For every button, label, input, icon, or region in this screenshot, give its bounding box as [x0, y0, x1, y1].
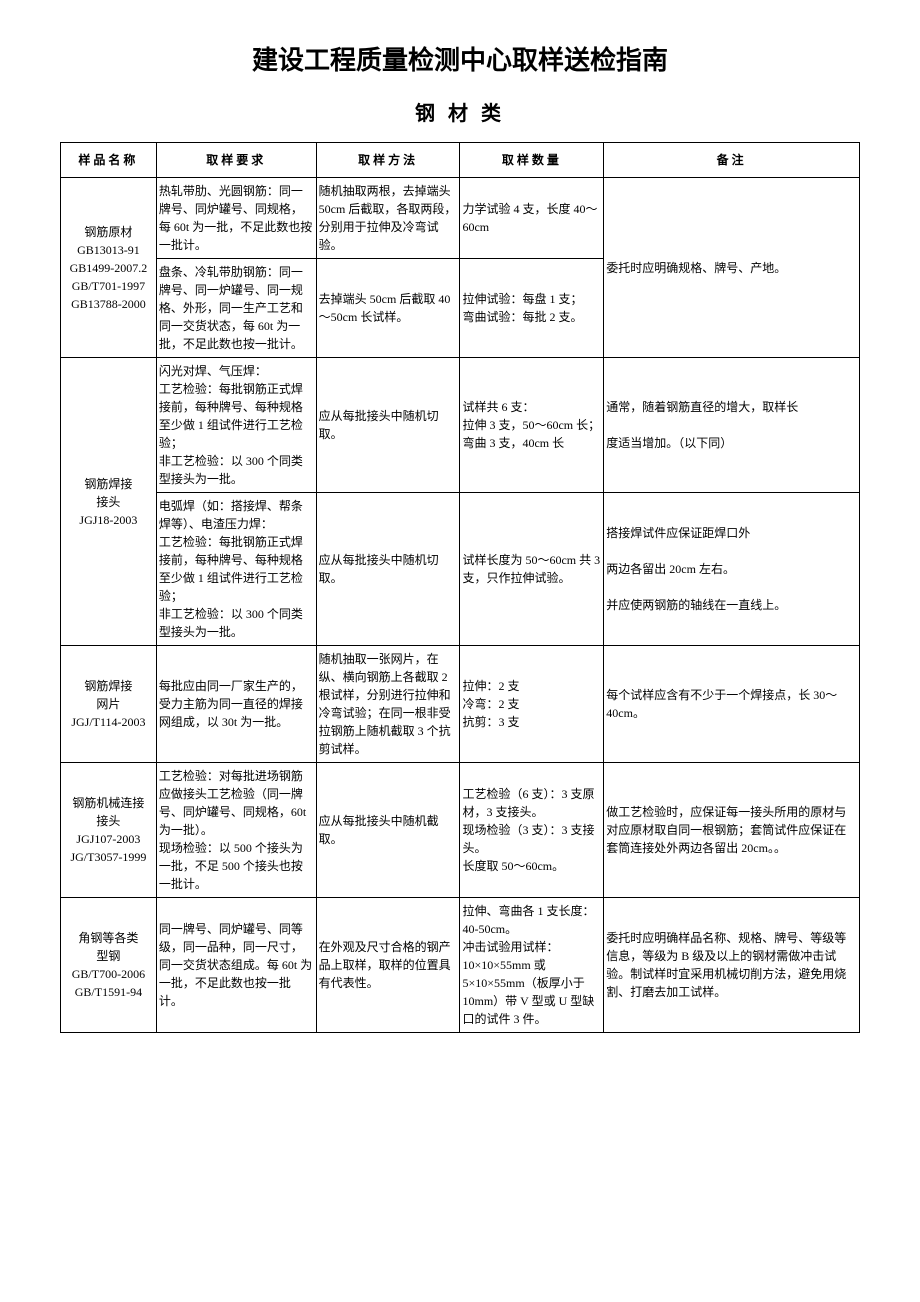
document-subtitle: 钢 材 类	[60, 97, 860, 126]
method-cell: 随机抽取一张网片，在纵、横向钢筋上各截取 2 根试样，分别进行拉伸和冷弯试验；在…	[316, 646, 460, 763]
method-cell: 应从每批接头中随机切取。	[316, 358, 460, 493]
method-cell: 去掉端头 50cm 后截取 40～50cm 长试样。	[316, 259, 460, 358]
table-row: 钢筋机械连接接头JGJ107-2003JG/T3057-1999 工艺检验：对每…	[61, 763, 860, 898]
table-row: 角钢等各类型钢GB/T700-2006GB/T1591-94 同一牌号、同炉罐号…	[61, 898, 860, 1033]
requirement-cell: 每批应由同一厂家生产的，受力主筋为同一直径的焊接网组成，以 30t 为一批。	[156, 646, 316, 763]
quantity-cell: 拉伸试验：每盘 1 支；弯曲试验：每批 2 支。	[460, 259, 604, 358]
table-row: 钢筋焊接接头JGJ18-2003 闪光对焊、气压焊：工艺检验：每批钢筋正式焊接前…	[61, 358, 860, 493]
note-cell: 每个试样应含有不少于一个焊接点，长 30～40cm。	[604, 646, 860, 763]
note-cell: 通常，随着钢筋直径的增大，取样长度适当增加。（以下同）	[604, 358, 860, 493]
table-row: 电弧焊（如：搭接焊、帮条焊等）、电渣压力焊：工艺检验：每批钢筋正式焊接前，每种牌…	[61, 493, 860, 646]
table-row: 钢筋原材GB13013-91GB1499-2007.2GB/T701-1997G…	[61, 178, 860, 259]
header-method: 取样方法	[316, 143, 460, 178]
quantity-cell: 工艺检验（6 支）：3 支原材，3 支接头。现场检验（3 支）：3 支接头。长度…	[460, 763, 604, 898]
header-note: 备注	[604, 143, 860, 178]
document-title: 建设工程质量检测中心取样送检指南	[60, 40, 860, 77]
header-quantity: 取样数量	[460, 143, 604, 178]
sample-name-cell: 钢筋焊接网片JGJ/T114-2003	[61, 646, 157, 763]
requirement-cell: 热轧带肋、光圆钢筋：同一牌号、同炉罐号、同规格，每 60t 为一批，不足此数也按…	[156, 178, 316, 259]
quantity-cell: 拉伸、弯曲各 1 支长度：40-50cm。冲击试验用试样：10×10×55mm …	[460, 898, 604, 1033]
header-sample-name: 样品名称	[61, 143, 157, 178]
quantity-cell: 试样长度为 50～60cm 共 3 支，只作拉伸试验。	[460, 493, 604, 646]
note-cell: 委托时应明确规格、牌号、产地。	[604, 178, 860, 358]
method-cell: 应从每批接头中随机切取。	[316, 493, 460, 646]
note-cell: 做工艺检验时，应保证每一接头所用的原材与对应原材取自同一根钢筋；套筒试件应保证在…	[604, 763, 860, 898]
table-row: 钢筋焊接网片JGJ/T114-2003 每批应由同一厂家生产的，受力主筋为同一直…	[61, 646, 860, 763]
requirement-cell: 同一牌号、同炉罐号、同等级，同一品种，同一尺寸，同一交货状态组成。每 60t 为…	[156, 898, 316, 1033]
method-cell: 随机抽取两根，去掉端头 50cm 后截取，各取两段，分别用于拉伸及冷弯试验。	[316, 178, 460, 259]
requirement-cell: 盘条、冷轧带肋钢筋：同一牌号、同一炉罐号、同一规格、外形，同一生产工艺和同一交货…	[156, 259, 316, 358]
sample-name-cell: 钢筋机械连接接头JGJ107-2003JG/T3057-1999	[61, 763, 157, 898]
note-cell: 搭接焊试件应保证距焊口外两边各留出 20cm 左右。并应使两钢筋的轴线在一直线上…	[604, 493, 860, 646]
quantity-cell: 力学试验 4 支，长度 40～60cm	[460, 178, 604, 259]
header-requirements: 取样要求	[156, 143, 316, 178]
requirement-cell: 电弧焊（如：搭接焊、帮条焊等）、电渣压力焊：工艺检验：每批钢筋正式焊接前，每种牌…	[156, 493, 316, 646]
requirement-cell: 闪光对焊、气压焊：工艺检验：每批钢筋正式焊接前，每种牌号、每种规格至少做 1 组…	[156, 358, 316, 493]
method-cell: 在外观及尺寸合格的钢产品上取样，取样的位置具有代表性。	[316, 898, 460, 1033]
requirement-cell: 工艺检验：对每批进场钢筋应做接头工艺检验（同一牌号、同炉罐号、同规格，60t 为…	[156, 763, 316, 898]
sample-name-cell: 钢筋原材GB13013-91GB1499-2007.2GB/T701-1997G…	[61, 178, 157, 358]
quantity-cell: 试样共 6 支：拉伸 3 支，50～60cm 长；弯曲 3 支，40cm 长	[460, 358, 604, 493]
note-cell: 委托时应明确样品名称、规格、牌号、等级等信息，等级为 B 级及以上的钢材需做冲击…	[604, 898, 860, 1033]
sample-name-cell: 钢筋焊接接头JGJ18-2003	[61, 358, 157, 646]
sampling-guide-table: 样品名称 取样要求 取样方法 取样数量 备注 钢筋原材GB13013-91GB1…	[60, 142, 860, 1033]
method-cell: 应从每批接头中随机截取。	[316, 763, 460, 898]
sample-name-cell: 角钢等各类型钢GB/T700-2006GB/T1591-94	[61, 898, 157, 1033]
quantity-cell: 拉伸：2 支冷弯：2 支抗剪：3 支	[460, 646, 604, 763]
table-header-row: 样品名称 取样要求 取样方法 取样数量 备注	[61, 143, 860, 178]
